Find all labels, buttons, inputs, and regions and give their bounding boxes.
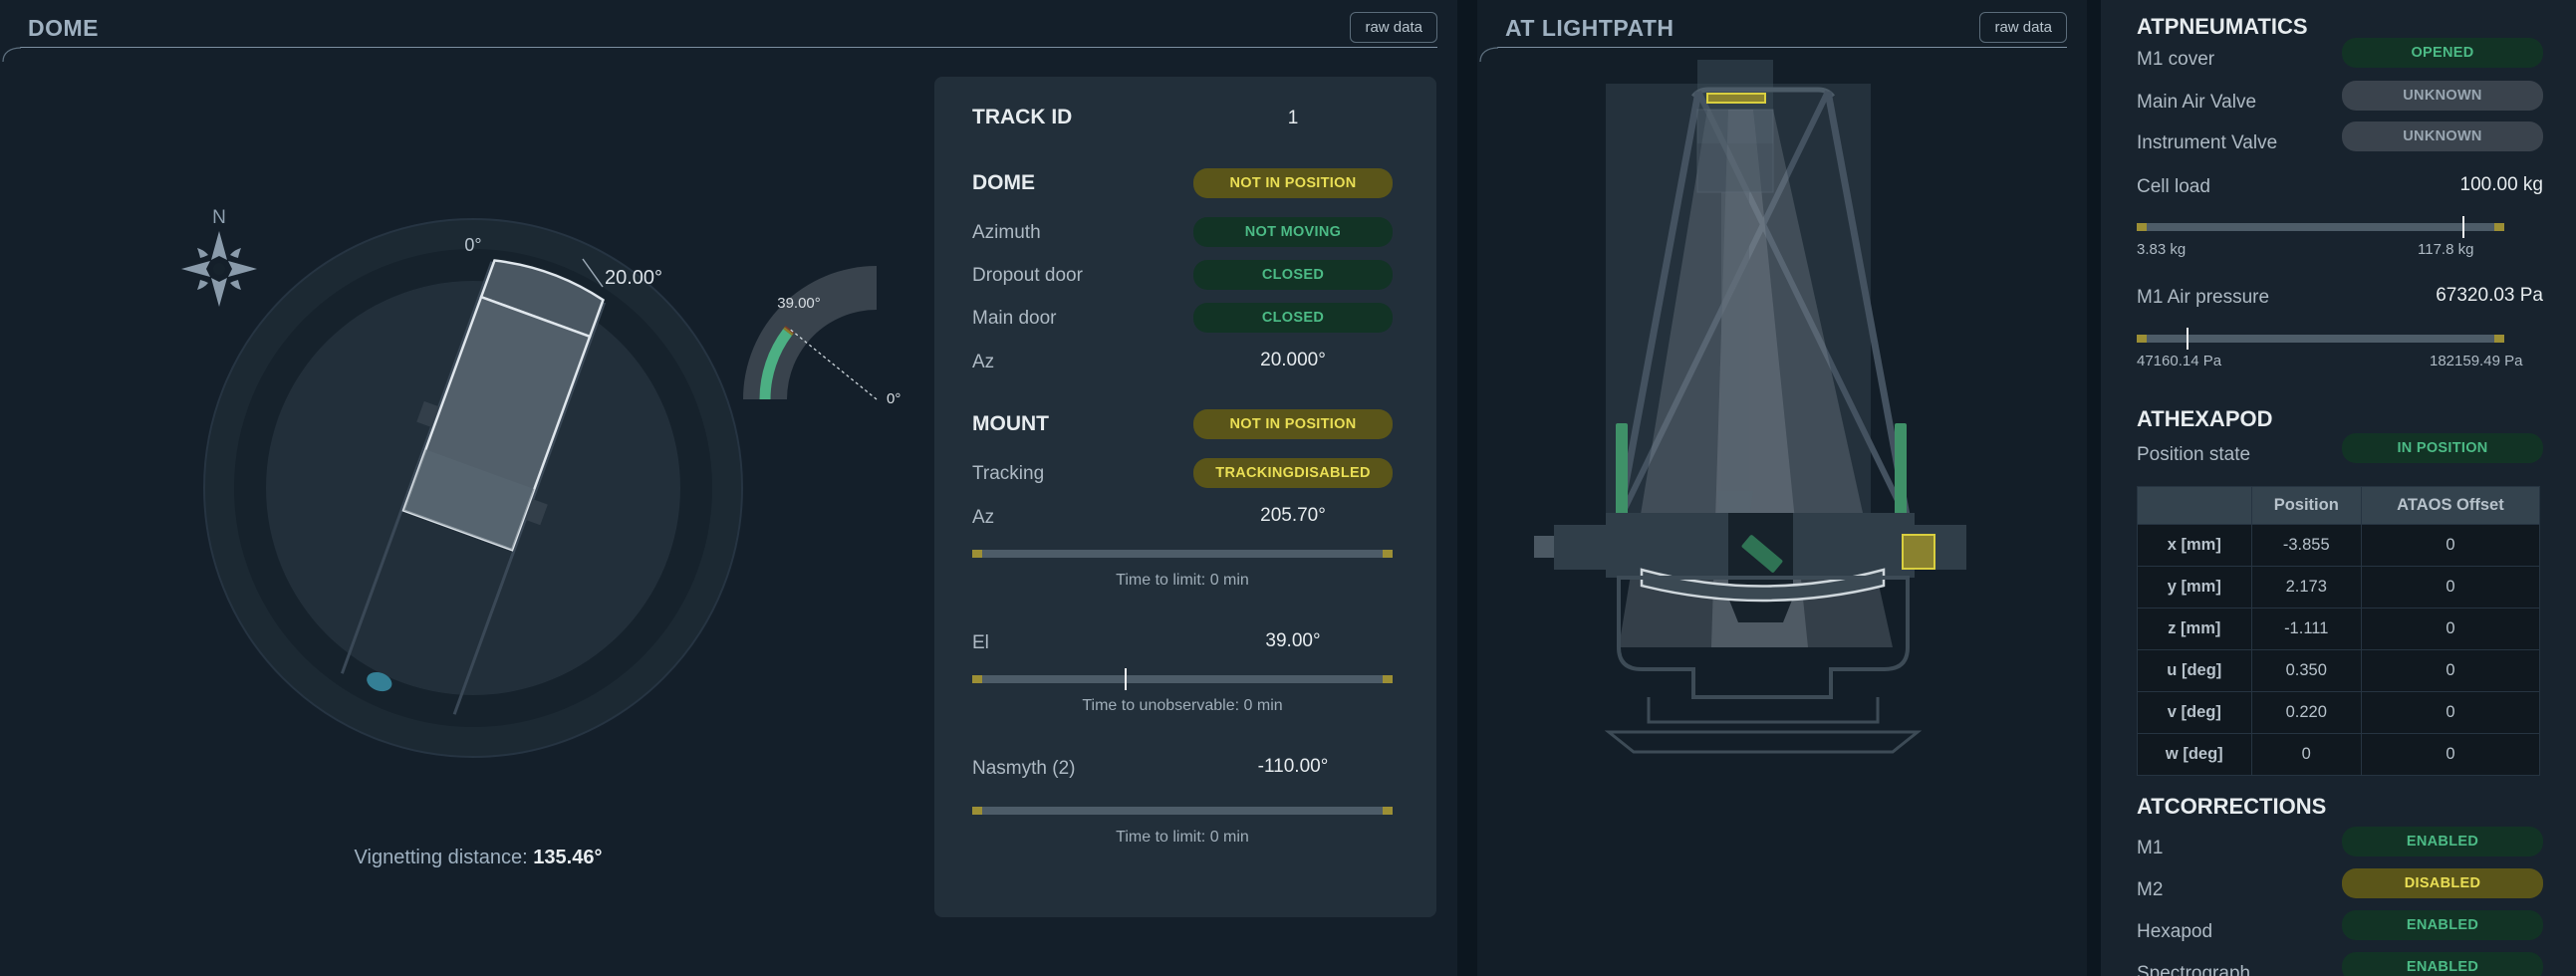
- svg-text:39.00°: 39.00°: [777, 295, 821, 312]
- svg-text:0°: 0°: [887, 390, 901, 407]
- svg-text:N: N: [212, 207, 226, 228]
- svg-text:20.00°: 20.00°: [605, 267, 662, 289]
- svg-text:0°: 0°: [464, 235, 481, 255]
